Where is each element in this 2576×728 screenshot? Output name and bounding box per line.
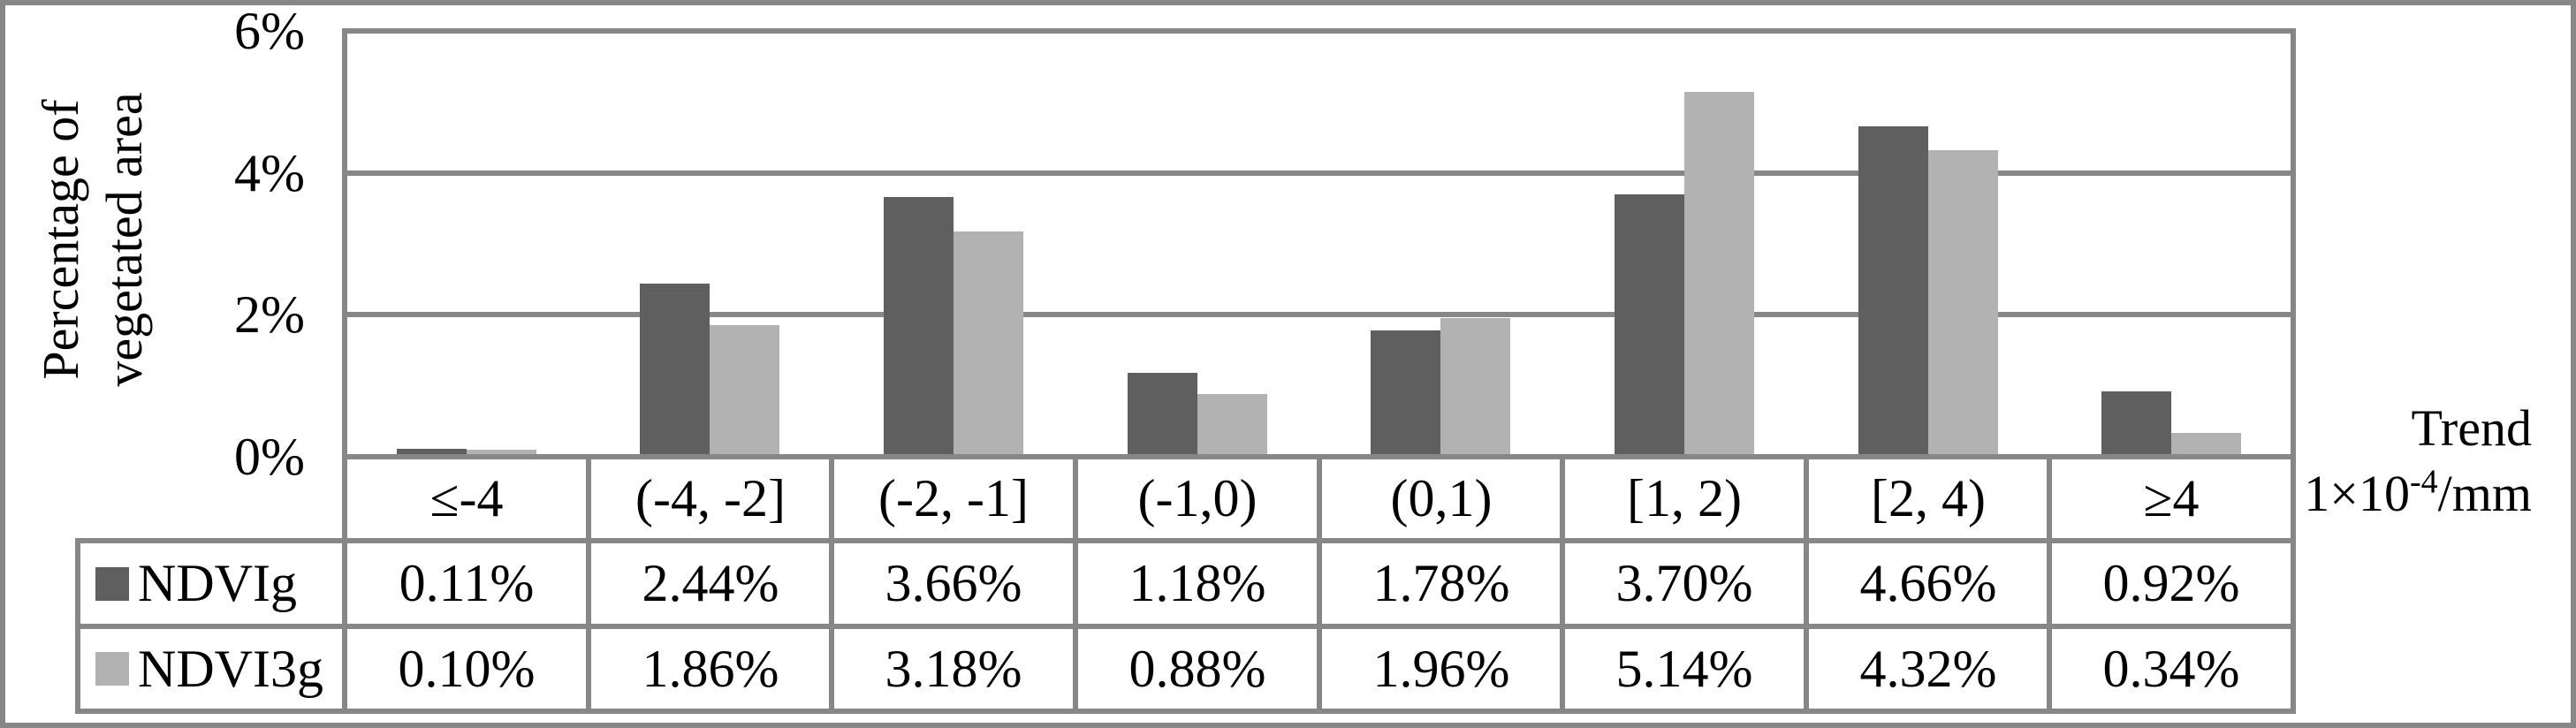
category-label-2: (-2, -1] bbox=[878, 469, 1029, 527]
value-cell-NDVIg-3: 1.18% bbox=[1128, 554, 1266, 612]
table-column-line-7 bbox=[2047, 454, 2052, 714]
bar-NDVI3g-[2, 4) bbox=[1928, 150, 1998, 457]
series-name-NDVI3g: NDVI3g bbox=[138, 639, 323, 698]
x-unit-prefix: 1×10 bbox=[2304, 465, 2410, 522]
table-column-line-3 bbox=[1073, 454, 1078, 714]
value-cell-NDVIg-2: 3.66% bbox=[885, 554, 1022, 612]
value-cell-NDVI3g-6: 4.32% bbox=[1859, 639, 1997, 698]
x-axis-unit-line2: 1×10-4/mm bbox=[2304, 461, 2532, 527]
value-cell-NDVI3g-1: 1.86% bbox=[642, 639, 779, 698]
y-tick-label-2%: 2% bbox=[234, 285, 305, 344]
bar-NDVIg-[2, 4) bbox=[1858, 126, 1928, 457]
value-cell-NDVIg-0: 0.11% bbox=[399, 554, 535, 612]
y-tick-label-0%: 0% bbox=[234, 428, 305, 486]
category-label-4: (0,1) bbox=[1390, 469, 1493, 527]
value-cell-NDVIg-5: 3.70% bbox=[1615, 554, 1753, 612]
bar-NDVI3g-(-2, -1] bbox=[954, 231, 1023, 457]
category-label-1: (-4, -2] bbox=[635, 469, 786, 527]
bar-NDVI3g-[1, 2) bbox=[1684, 92, 1754, 457]
value-cell-NDVIg-4: 1.78% bbox=[1372, 554, 1510, 612]
bar-NDVIg-(-4, -2] bbox=[640, 284, 710, 457]
legend-item-NDVI3g: NDVI3g bbox=[81, 630, 341, 708]
table-column-line-4 bbox=[1317, 454, 1322, 714]
x-unit-exponent: -4 bbox=[2410, 463, 2438, 501]
table-column-line-2 bbox=[829, 454, 834, 714]
plot-right-border bbox=[2291, 28, 2296, 714]
bar-NDVIg-(-2, -1] bbox=[884, 197, 954, 457]
plot-top-border bbox=[342, 28, 2296, 34]
gridline-2% bbox=[345, 312, 2293, 317]
bar-NDVIg-(-1,0) bbox=[1128, 373, 1197, 457]
y-axis-title: Percentage of vegetated area bbox=[29, 19, 156, 460]
table-column-line-5 bbox=[1560, 454, 1565, 714]
legend-column-left-border bbox=[75, 538, 80, 714]
category-label-7: ≥4 bbox=[2143, 469, 2200, 527]
y-tick-label-6%: 6% bbox=[234, 2, 305, 60]
bar-NDVI3g-≥4 bbox=[2171, 433, 2241, 457]
value-cell-NDVI3g-7: 0.34% bbox=[2102, 639, 2240, 698]
bar-NDVI3g-(0,1) bbox=[1440, 318, 1510, 457]
category-label-3: (-1,0) bbox=[1137, 469, 1258, 527]
gridline-4% bbox=[345, 171, 2293, 176]
bar-NDVI3g-(-4, -2] bbox=[710, 325, 779, 457]
table-column-line-6 bbox=[1804, 454, 1809, 714]
category-label-0: ≤-4 bbox=[429, 469, 504, 527]
y-axis-title-line1: Percentage of bbox=[32, 99, 89, 380]
value-cell-NDVI3g-2: 3.18% bbox=[885, 639, 1022, 698]
table-bottom-border bbox=[75, 709, 2296, 714]
bar-NDVI3g-≤-4 bbox=[467, 450, 536, 457]
value-cell-NDVI3g-5: 5.14% bbox=[1615, 639, 1753, 698]
y-axis-title-line2: vegetated area bbox=[95, 92, 153, 387]
category-label-6: [2, 4) bbox=[1871, 469, 1986, 527]
legend-swatch-NDVIg bbox=[95, 566, 129, 601]
value-cell-NDVI3g-3: 0.88% bbox=[1128, 639, 1266, 698]
x-axis-unit-label: Trend 1×10-4/mm bbox=[2304, 396, 2532, 527]
bar-NDVI3g-(-1,0) bbox=[1197, 394, 1267, 457]
bar-NDVIg-≤-4 bbox=[397, 449, 467, 457]
y-axis-line bbox=[342, 28, 347, 714]
table-row-line-2 bbox=[75, 624, 2296, 629]
legend-item-NDVIg: NDVIg bbox=[81, 544, 341, 623]
x-unit-suffix: /mm bbox=[2437, 465, 2532, 522]
table-row-line-1 bbox=[75, 538, 2296, 543]
value-cell-NDVI3g-0: 0.10% bbox=[398, 639, 536, 698]
y-tick-label-4%: 4% bbox=[234, 144, 305, 202]
value-cell-NDVIg-6: 4.66% bbox=[1859, 554, 1997, 612]
value-cell-NDVIg-7: 0.92% bbox=[2102, 554, 2240, 612]
table-column-line-1 bbox=[586, 454, 591, 714]
bar-NDVIg-[1, 2) bbox=[1615, 194, 1684, 457]
series-name-NDVIg: NDVIg bbox=[138, 554, 297, 612]
bar-NDVIg-(0,1) bbox=[1371, 330, 1440, 457]
bar-NDVIg-≥4 bbox=[2101, 391, 2171, 457]
value-cell-NDVIg-1: 2.44% bbox=[642, 554, 779, 612]
category-label-5: [1, 2) bbox=[1627, 469, 1742, 527]
legend-swatch-NDVI3g bbox=[95, 652, 129, 686]
x-axis-unit-line1: Trend bbox=[2411, 399, 2532, 457]
value-cell-NDVI3g-4: 1.96% bbox=[1372, 639, 1510, 698]
